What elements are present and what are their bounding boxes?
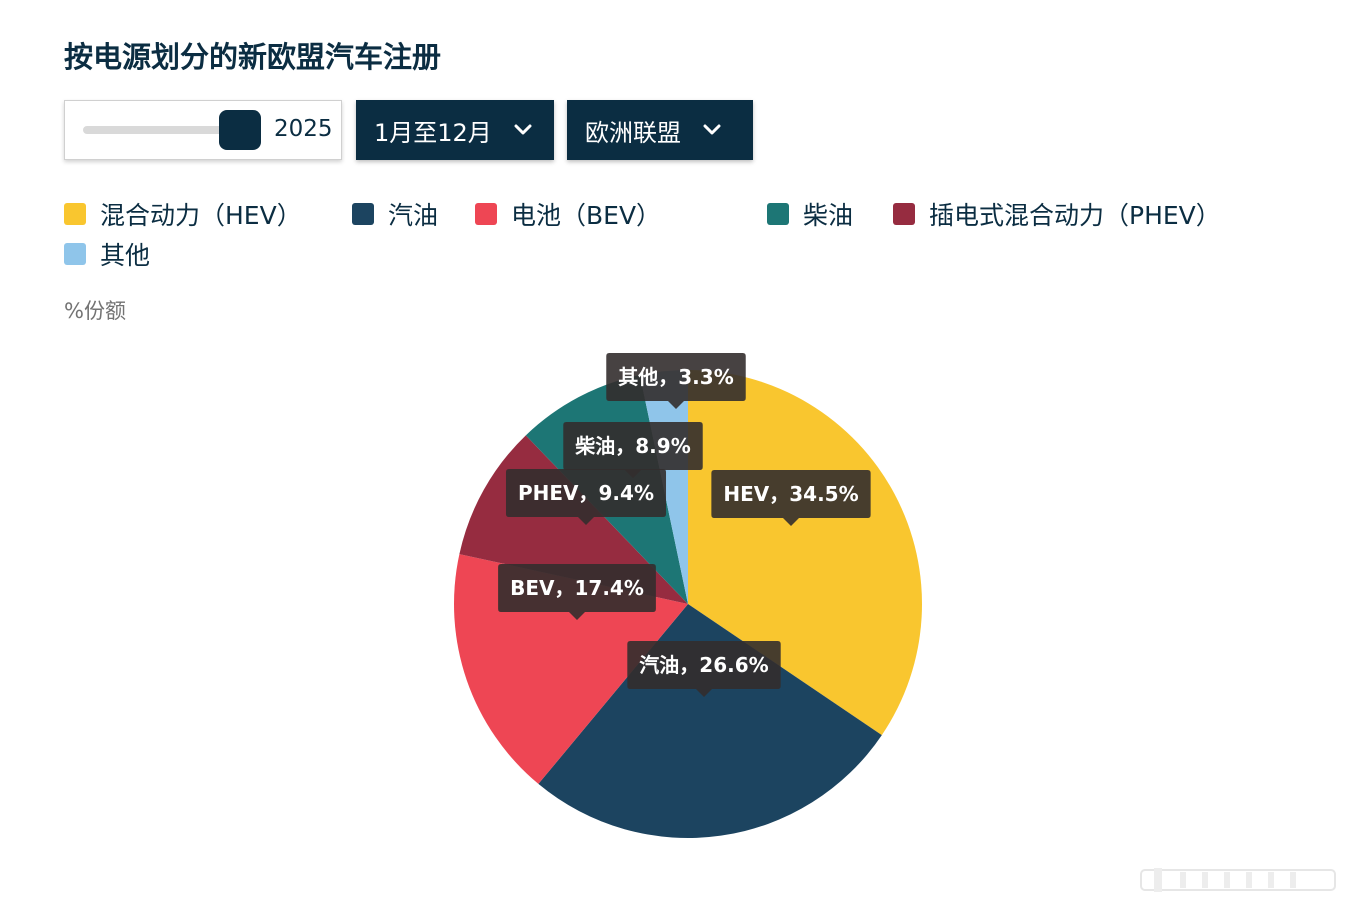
unit-label: %份额 [64,299,126,323]
legend-swatch [767,203,789,225]
data-label-box [627,641,781,697]
legend-item-hev[interactable]: 混合动力（HEV） [64,196,302,232]
legend-swatch [64,243,86,265]
legend-item-gasoline[interactable]: 汽油 [352,196,438,232]
pie-slice-hev[interactable] [688,370,922,736]
slider-thumb[interactable] [219,110,261,150]
legend-swatch [64,203,86,225]
data-label-diesel: 柴油，8.9% [563,422,703,478]
data-label-box [563,422,703,478]
chevron-down-icon [514,124,532,136]
data-label-text: 柴油，8.9% [574,434,690,458]
region-dropdown-label: 欧洲联盟 [585,118,681,147]
legend-label: 电池（BEV） [511,201,662,230]
data-label-other: 其他，3.3% [606,353,746,409]
data-label-text: BEV，17.4% [510,576,644,600]
year-slider[interactable]: 2025 [64,100,342,160]
chart-title: 按电源划分的新欧盟汽车注册 [64,40,442,74]
data-label-hev: HEV，34.5% [711,470,871,526]
legend-label: 柴油 [803,201,854,230]
data-label-text: HEV，34.5% [723,482,858,506]
legend-label: 汽油 [388,201,439,230]
data-label-box [711,470,871,526]
watermark-icon [1140,868,1336,892]
data-label-text: 其他，3.3% [618,365,733,389]
slider-track[interactable] [83,126,243,134]
data-label-bev: BEV，17.4% [498,564,656,620]
data-label-text: PHEV，9.4% [518,481,654,505]
legend-label: 插电式混合动力（PHEV） [929,201,1221,230]
chevron-down-icon [703,124,721,136]
legend-swatch [352,203,374,225]
year-value: 2025 [274,116,333,142]
legend-item-phev[interactable]: 插电式混合动力（PHEV） [893,196,1221,232]
data-label-box [606,353,746,409]
legend-label: 其他 [100,241,151,270]
data-label-box [505,469,667,525]
data-label-gasoline: 汽油，26.6% [627,641,781,697]
legend-item-bev[interactable]: 电池（BEV） [475,196,661,232]
legend-swatch [475,203,497,225]
legend-item-other[interactable]: 其他 [64,236,150,272]
legend-label: 混合动力（HEV） [100,201,302,230]
data-label-text: 汽油，26.6% [639,653,768,677]
region-dropdown[interactable]: 欧洲联盟 [567,100,753,160]
legend-swatch [893,203,915,225]
legend-item-diesel[interactable]: 柴油 [767,196,853,232]
pie-slice-gasoline[interactable] [538,604,882,839]
data-label-box [498,564,656,620]
period-dropdown[interactable]: 1月至12月 [356,100,554,160]
period-dropdown-label: 1月至12月 [374,118,492,147]
data-label-phev: PHEV，9.4% [505,469,667,525]
